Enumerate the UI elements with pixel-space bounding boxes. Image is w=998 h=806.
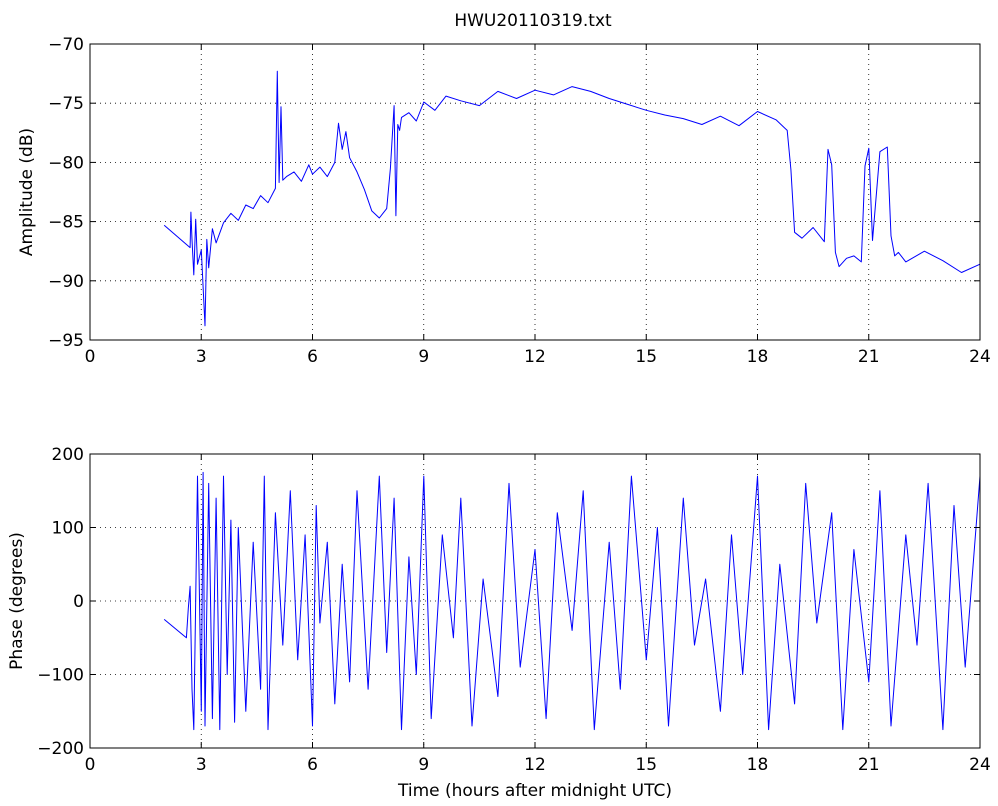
amplitude-y-tick-label-2: −80 (48, 153, 84, 173)
phase-x-tick-label-8: 24 (969, 755, 991, 775)
phase-x-axis-label: Time (hours after midnight UTC) (397, 781, 672, 801)
amplitude-x-tick-label-8: 24 (969, 347, 991, 367)
amplitude-y-axis-label: Amplitude (dB) (17, 128, 37, 256)
amplitude-x-tick-label-6: 18 (747, 347, 769, 367)
phase-y-axis-label: Phase (degrees) (7, 532, 27, 670)
amplitude-y-tick-label-0: −70 (48, 35, 84, 55)
amplitude-x-tick-label-5: 15 (635, 347, 657, 367)
phase-y-tick-label-2: 0 (73, 592, 84, 612)
phase-y-tick-label-1: 100 (52, 519, 84, 539)
amplitude-y-tick-label-4: −90 (48, 272, 84, 292)
amplitude-x-tick-label-1: 3 (196, 347, 207, 367)
phase-x-tick-label-3: 9 (418, 755, 429, 775)
amplitude-series-line-0 (163, 70, 981, 327)
amplitude-plot: 0 3 6 9 12 15 18 21 24 −70 −75 −80 −85 −90 −95 HWU20110… (17, 11, 991, 367)
amplitude-x-tick-label-7: 21 (858, 347, 880, 367)
amplitude-x-tick-label-2: 6 (307, 347, 318, 367)
amplitude-x-tick-label-3: 9 (418, 347, 429, 367)
amplitude-x-tick-label-4: 12 (524, 347, 546, 367)
phase-x-tick-label-2: 6 (307, 755, 318, 775)
amplitude-x-tick-label-0: 0 (85, 347, 96, 367)
phase-y-tick-label-3: −100 (37, 666, 84, 686)
phase-plot: 0 3 6 9 12 15 18 21 24 200 100 0 −100 −200 Time (hours… (7, 445, 991, 801)
amplitude-y-tick-label-1: −75 (48, 94, 84, 114)
amplitude-chart-title: HWU20110319.txt (454, 11, 612, 31)
phase-y-tick-label-0: 200 (52, 445, 84, 465)
phase-series-line-0 (163, 471, 981, 731)
amplitude-plot-area (90, 44, 980, 340)
phase-x-tick-label-0: 0 (85, 755, 96, 775)
phase-x-tick-label-1: 3 (196, 755, 207, 775)
amplitude-y-tick-label-5: −95 (48, 331, 84, 351)
phase-x-tick-label-6: 18 (747, 755, 769, 775)
phase-x-tick-label-7: 21 (858, 755, 880, 775)
phase-x-tick-label-5: 15 (635, 755, 657, 775)
amplitude-y-tick-label-3: −85 (48, 213, 84, 233)
phase-y-tick-label-4: −200 (37, 739, 84, 759)
phase-x-tick-label-4: 12 (524, 755, 546, 775)
